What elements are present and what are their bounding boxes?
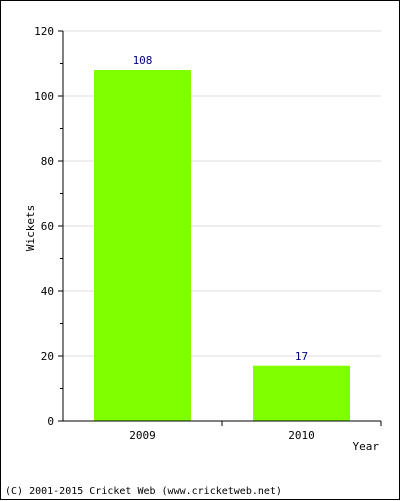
y-axis-label: Wickets [24,205,37,251]
data-label-2010: 17 [295,350,308,363]
y-tick-label: 20 [41,350,54,363]
y-tick-label: 40 [41,285,54,298]
y-tick-label: 100 [34,90,54,103]
bars: 108 17 [94,54,350,421]
y-tick-label: 120 [34,25,54,38]
bar-2009 [94,70,191,421]
bar-2010 [253,365,350,421]
y-tick-label: 0 [47,415,54,428]
copyright-notice: (C) 2001-2015 Cricket Web (www.cricketwe… [5,486,282,497]
x-tick-label: 2010 [288,429,315,442]
x-tick-label: 2009 [129,429,156,442]
y-tick-label: 60 [41,220,54,233]
data-label-2009: 108 [133,54,153,67]
y-tick-label: 80 [41,155,54,168]
x-axis-label: Year [353,440,380,453]
axes: 0 20 40 60 80 100 120 2009 2010 [34,25,382,442]
